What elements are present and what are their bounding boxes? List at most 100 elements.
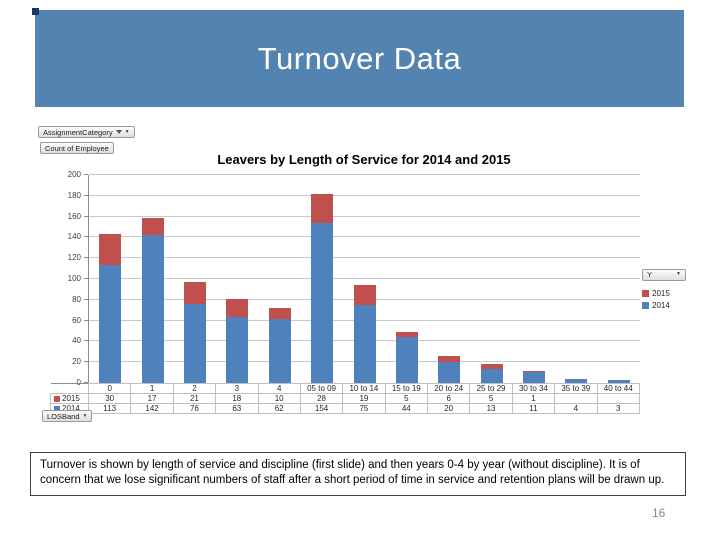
bar-segment-2014 — [226, 317, 249, 383]
legend-key-2014 — [642, 301, 649, 309]
count-of-employee-label: Count of Employee — [45, 143, 109, 153]
bar-col-1 — [131, 175, 173, 383]
y-tick-mark — [84, 278, 88, 279]
y-tick-label: 20 — [72, 357, 81, 367]
grid-line — [89, 174, 640, 175]
legend-item-2015: 2015 — [642, 289, 692, 298]
bar-segment-2015 — [99, 234, 122, 266]
y-tick-mark — [84, 215, 88, 217]
table-cell: 10 — [257, 393, 301, 404]
bar-segment-2015 — [480, 364, 503, 370]
table-cell: 19 — [342, 393, 386, 404]
bar-segment-2015 — [183, 282, 206, 304]
table-cell: 75 — [342, 403, 386, 414]
bar-segment-2015 — [395, 332, 418, 338]
table-cell: 4 — [554, 403, 598, 414]
y-tick-label: 140 — [67, 232, 81, 242]
note-text: Turnover is shown by length of service a… — [40, 459, 665, 487]
legend-item-2014: 2014 — [642, 301, 692, 310]
table-cell: 62 — [257, 403, 301, 414]
bar-col-0 — [89, 175, 131, 383]
bar-segment-2014 — [141, 235, 164, 383]
plot-area — [88, 174, 640, 383]
table-cell: 13 — [469, 403, 513, 414]
category-label: 35 to 39 — [554, 383, 598, 394]
table-corner-cell — [50, 383, 89, 394]
y-tick-label: 160 — [67, 211, 81, 221]
losband-field-button[interactable]: LOSBand ▼ — [42, 410, 93, 422]
bar-col-10 to 14 — [343, 175, 385, 383]
corner-accent-square — [32, 8, 39, 15]
table-cell — [554, 393, 598, 404]
bar-segment-2015 — [311, 193, 334, 223]
table-cell: 44 — [384, 403, 429, 414]
losband-label: LOSBand — [47, 411, 80, 421]
count-of-employee-button[interactable]: Count of Employee — [40, 142, 114, 154]
category-label: 40 to 44 — [596, 383, 640, 394]
series-color-key-icon — [54, 396, 60, 402]
y-tick-mark — [84, 319, 88, 321]
bar-segment-2014 — [480, 369, 503, 383]
y-tick-label: 80 — [72, 294, 81, 304]
grid-line — [89, 257, 640, 259]
y-tick-label: 40 — [72, 336, 81, 346]
y-tick-label: 100 — [67, 274, 81, 283]
legend-field-button[interactable]: Y ▼ — [642, 268, 686, 281]
note-box: Turnover is shown by length of service a… — [30, 452, 686, 497]
table-cell: 142 — [130, 403, 174, 414]
bar-col-35 to 39 — [555, 175, 597, 383]
table-cell: 5 — [469, 393, 513, 404]
series-color-key-icon — [54, 406, 60, 412]
bar-segment-2014 — [99, 265, 122, 383]
table-cell: 5 — [384, 393, 429, 404]
table-cell: 6 — [426, 393, 471, 404]
table-cell: 1 — [511, 393, 556, 404]
table-cell: 18 — [215, 393, 259, 404]
table-cell: 11 — [511, 403, 556, 414]
category-label: 4 — [257, 383, 301, 394]
bar-segment-2014 — [395, 337, 418, 383]
y-tick-mark — [84, 382, 88, 383]
bar-segment-2015 — [353, 285, 376, 305]
y-tick-mark — [84, 361, 88, 363]
legend-label-2015: 2015 — [652, 288, 670, 298]
table-cell: 21 — [172, 393, 217, 404]
grid-line — [89, 236, 640, 238]
bar-segment-2014 — [183, 303, 206, 383]
legend-label-2014: 2014 — [652, 300, 670, 310]
slide-title-bar: Turnover Data — [35, 10, 684, 107]
category-label: 20 to 24 — [426, 383, 471, 394]
category-label: 3 — [215, 383, 259, 394]
table-cell: 28 — [299, 393, 344, 404]
y-tick-mark — [84, 257, 88, 259]
table-cell: 3 — [596, 403, 640, 414]
chevron-down-icon: ▼ — [124, 128, 130, 135]
bar-segment-2015 — [141, 217, 164, 236]
bar-segment-2014 — [523, 371, 546, 383]
category-label: 1 — [130, 383, 174, 394]
table-cell: 154 — [299, 403, 344, 414]
bar-segment-2015 — [438, 355, 461, 363]
assignment-category-filter-button[interactable]: AssignmentCategory ▼ — [38, 126, 135, 138]
chevron-down-icon: ▼ — [82, 412, 88, 419]
y-tick-mark — [84, 298, 88, 300]
bar-segment-2015 — [523, 370, 546, 372]
bar-segment-2015 — [268, 308, 291, 319]
y-tick-label: 180 — [67, 190, 81, 200]
pivot-chart: AssignmentCategory ▼ Count of Employee L… — [30, 118, 690, 430]
category-label: 25 to 29 — [469, 383, 513, 394]
bar-segment-2015 — [226, 298, 249, 318]
y-tick-mark — [84, 340, 88, 342]
y-tick-label: 200 — [67, 170, 81, 179]
table-cell — [596, 393, 640, 404]
filter-funnel-icon — [115, 130, 122, 134]
table-cell: 30 — [87, 393, 132, 404]
y-tick-label: 120 — [67, 253, 81, 263]
bar-col-05 to 09 — [301, 175, 343, 383]
legend: Y ▼ 2015 2014 — [642, 264, 692, 310]
legend-field-label: Y — [647, 270, 653, 279]
table-cell: 20 — [426, 403, 471, 414]
slide-title: Turnover Data — [257, 40, 462, 76]
bar-col-15 to 19 — [386, 175, 428, 383]
